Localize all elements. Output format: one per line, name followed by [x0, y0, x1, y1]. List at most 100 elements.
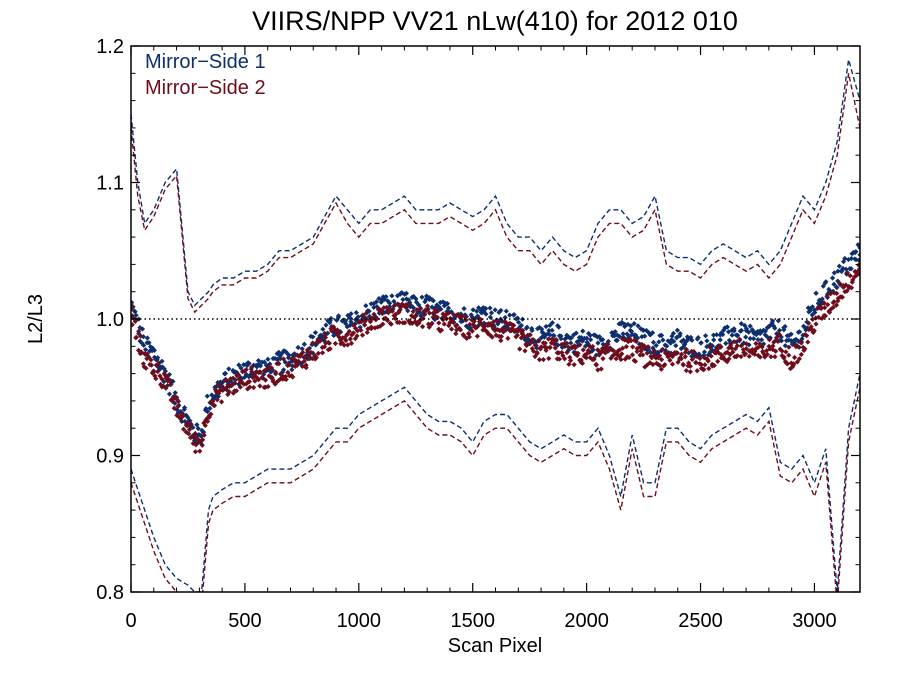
series-2-point [131, 313, 135, 319]
series-2-point [768, 354, 774, 360]
series-2-point [319, 350, 326, 356]
series-2-point [453, 323, 459, 329]
series-1-point [363, 303, 369, 309]
series-2-point [749, 350, 755, 356]
series-1-point [539, 326, 545, 332]
series-1-point [274, 351, 280, 357]
series-2-point [736, 337, 743, 343]
series-2-point [545, 336, 552, 342]
series-1-point [778, 338, 785, 344]
series-1-point [233, 370, 239, 377]
series-1-point [376, 295, 382, 302]
series-1-point [819, 296, 825, 302]
series-1-point [762, 332, 768, 338]
series-2-point [430, 314, 436, 320]
series-2-point [290, 374, 296, 380]
series-2-point [658, 357, 665, 363]
series-2-point [310, 340, 316, 346]
series-2-point [156, 360, 162, 366]
series-1-point [665, 338, 671, 344]
series-2-point [527, 341, 533, 347]
series-1-point [845, 256, 852, 263]
series-2-point [618, 356, 624, 363]
series-1-point [413, 296, 419, 302]
series-2-point [540, 357, 546, 363]
series-1-point [705, 352, 711, 358]
series-2-point [810, 316, 816, 322]
series-2-point [771, 339, 777, 345]
series-2-lower-band-line [131, 387, 860, 592]
series-1-point [762, 328, 769, 334]
series-2-point [322, 330, 328, 336]
series-1-point [568, 340, 574, 346]
series-2-point [668, 352, 674, 358]
series-2-point [819, 315, 825, 322]
series-2-point [255, 377, 262, 383]
series-2-point [848, 285, 855, 291]
series-1-point [281, 367, 287, 373]
series-2-point [364, 329, 370, 336]
series-1-point [761, 341, 767, 347]
series-2-point [235, 372, 242, 378]
series-1-point [159, 364, 166, 370]
series-2-point [441, 321, 447, 327]
series-2-point [835, 295, 841, 301]
series-2-point [158, 381, 164, 388]
series-2-point [265, 384, 271, 390]
series-2-point [532, 342, 538, 348]
series-1-point [251, 362, 257, 368]
series-2-point [210, 398, 216, 405]
series-2-point [371, 311, 377, 317]
series-1-point [576, 338, 582, 344]
series-1-point [539, 334, 545, 341]
series-2-point [669, 353, 676, 360]
series-2-point [752, 348, 758, 354]
y-tick-label: 0.9 [96, 446, 124, 468]
chart-title: VIIRS/NPP VV21 nLw(410) for 2012 010 [252, 6, 738, 36]
series-2-point [585, 347, 591, 354]
series-2-point [694, 368, 700, 374]
series-2-point [525, 332, 531, 338]
series-2-point [582, 352, 588, 358]
series-2-point [230, 375, 236, 381]
series-2-point [632, 358, 639, 364]
series-2-point [148, 357, 154, 363]
series-2-point [155, 369, 161, 375]
series-2-point [294, 362, 300, 368]
series-1-point [431, 305, 437, 311]
series-2-point [568, 357, 574, 364]
series-1-point [141, 342, 147, 348]
series-1-point [545, 331, 552, 337]
series-2-point [564, 340, 570, 346]
series-2-point [262, 377, 269, 383]
series-1-point [312, 330, 319, 336]
series-2-point [451, 312, 457, 318]
y-tick-label: 1.2 [96, 36, 124, 58]
series-2-point [577, 342, 583, 348]
series-1-point [146, 340, 152, 346]
series-1-point [767, 335, 773, 341]
series-2-point [308, 349, 314, 356]
x-tick-label: 1000 [337, 610, 382, 632]
series-1-point [804, 325, 810, 331]
series-1-point [295, 344, 301, 351]
series-1-point [481, 309, 487, 315]
series-2-point [149, 370, 155, 376]
series-2-point [368, 324, 374, 330]
series-2-point [469, 328, 475, 334]
series-2-point [253, 374, 259, 380]
series-2-point [755, 352, 761, 359]
series-1-point [204, 408, 211, 415]
series-1-point [848, 255, 855, 262]
series-1-point [387, 300, 393, 306]
series-1-point [166, 391, 173, 397]
series-2-point [243, 366, 249, 373]
series-2-point [249, 368, 255, 375]
series-2-point [762, 354, 768, 360]
series-2-point [512, 328, 518, 334]
series-2-point [734, 353, 741, 359]
series-2-point [667, 357, 673, 363]
series-1-point [390, 306, 396, 312]
series-1-point [423, 296, 429, 303]
series-2-point [247, 384, 253, 390]
